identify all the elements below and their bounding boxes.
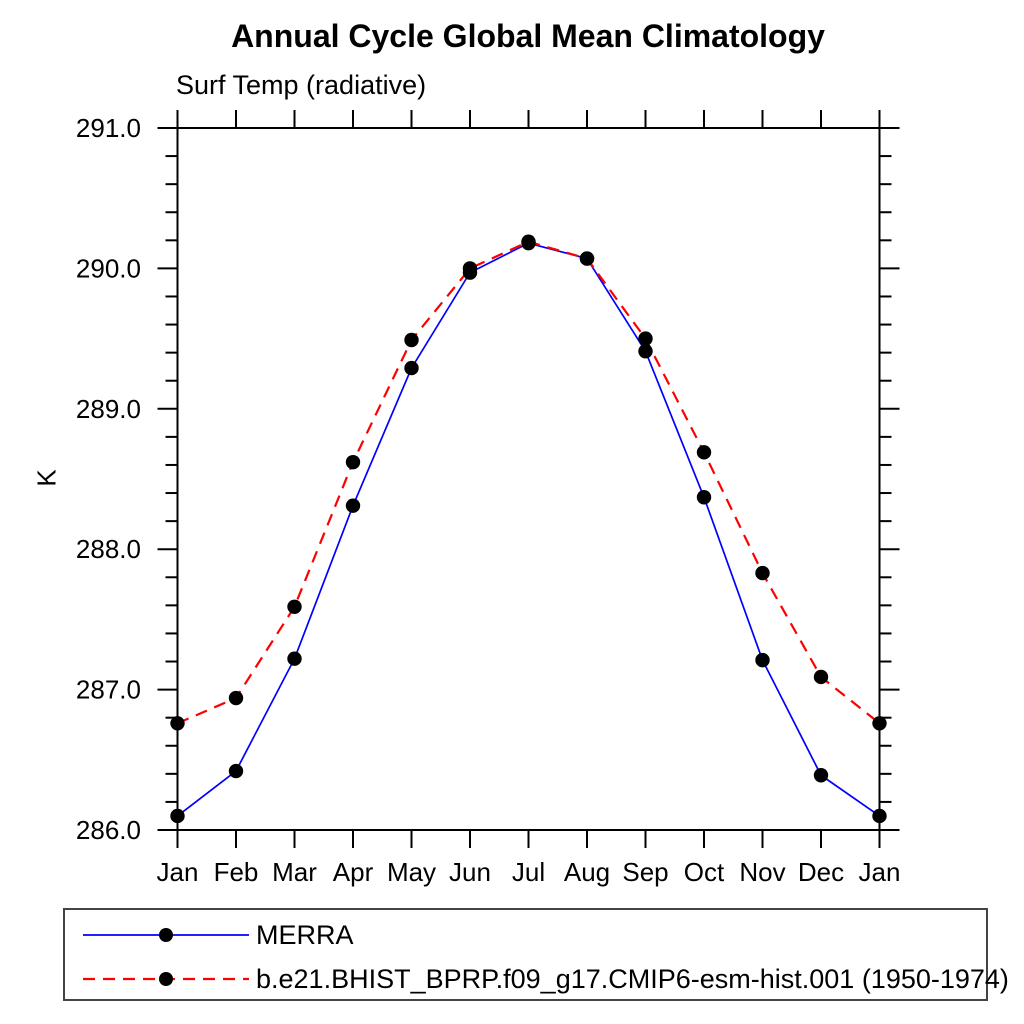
plot-frame bbox=[176, 127, 881, 831]
x-tick-label: Jan bbox=[157, 857, 199, 887]
x-tick-label: Oct bbox=[684, 857, 725, 887]
data-point-marker bbox=[872, 808, 887, 824]
data-point-marker bbox=[345, 454, 361, 470]
data-point-marker bbox=[872, 716, 887, 731]
axis-ticks bbox=[157, 110, 900, 848]
data-point-marker bbox=[755, 652, 770, 668]
x-tick-label: May bbox=[387, 857, 436, 887]
x-tick-label: Jun bbox=[449, 857, 491, 887]
series-line-0 bbox=[176, 242, 880, 817]
y-tick-label: 288.0 bbox=[76, 534, 141, 564]
data-point-marker bbox=[404, 332, 419, 348]
x-tick-label: Jan bbox=[859, 857, 901, 887]
x-tick-label: Nov bbox=[739, 857, 785, 887]
x-tick-label: Aug bbox=[564, 857, 610, 887]
x-tick-label: Jul bbox=[512, 857, 545, 887]
data-point-marker bbox=[755, 565, 770, 581]
legend-sample-marker bbox=[159, 928, 173, 942]
legend-line-sample-dashed bbox=[83, 972, 249, 986]
x-tick-label: Mar bbox=[272, 857, 317, 887]
data-point-marker bbox=[170, 716, 185, 731]
data-point-marker bbox=[696, 445, 712, 460]
data-point-marker bbox=[638, 344, 653, 359]
legend-box: MERRA b.e21.BHIST_BPRP.f09_g17.CMIP6-esm… bbox=[63, 908, 1009, 1001]
data-point-marker bbox=[228, 763, 244, 779]
data-point-marker bbox=[696, 490, 712, 505]
data-point-marker bbox=[170, 808, 185, 824]
legend-label-model: b.e21.BHIST_BPRP.f09_g17.CMIP6-esm-hist.… bbox=[256, 963, 1009, 994]
data-point-marker bbox=[345, 498, 361, 513]
data-point-marker bbox=[228, 690, 244, 706]
y-tick-label: 287.0 bbox=[76, 675, 141, 705]
x-tick-label: Feb bbox=[214, 857, 259, 887]
series-line-1 bbox=[177, 240, 881, 725]
legend-label-merra: MERRA bbox=[256, 919, 354, 950]
data-point-marker bbox=[813, 669, 829, 685]
legend-item-merra: MERRA bbox=[65, 916, 354, 954]
data-point-marker bbox=[638, 331, 653, 346]
data-point-marker bbox=[404, 360, 419, 376]
data-point-marker bbox=[579, 251, 595, 266]
x-tick-label: Dec bbox=[798, 857, 844, 887]
data-point-marker bbox=[813, 768, 829, 783]
y-tick-label: 291.0 bbox=[76, 113, 141, 143]
chart-title: Annual Cycle Global Mean Climatology bbox=[231, 18, 825, 54]
data-point-marker bbox=[521, 234, 536, 249]
x-tick-label: Apr bbox=[333, 857, 374, 887]
x-tick-label: Sep bbox=[622, 857, 668, 887]
data-point-marker bbox=[287, 599, 302, 614]
y-tick-label: 286.0 bbox=[76, 815, 141, 845]
y-tick-label: 290.0 bbox=[76, 253, 141, 283]
data-point-marker bbox=[462, 261, 478, 276]
legend-line-sample-solid bbox=[83, 928, 249, 942]
legend-item-model: b.e21.BHIST_BPRP.f09_g17.CMIP6-esm-hist.… bbox=[65, 960, 1009, 998]
y-tick-label: 289.0 bbox=[76, 394, 141, 424]
chart-subtitle: Surf Temp (radiative) bbox=[176, 70, 427, 100]
legend-sample-marker bbox=[159, 972, 173, 986]
data-point-marker bbox=[287, 651, 302, 666]
